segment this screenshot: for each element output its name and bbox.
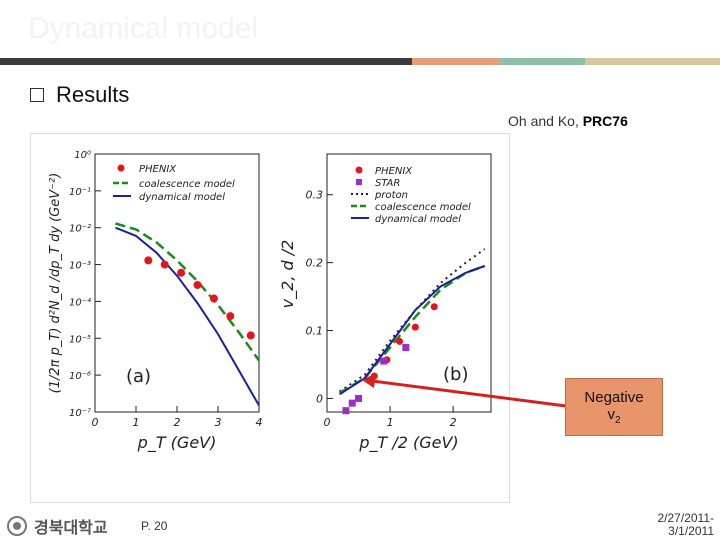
panel-b-legend-proton: proton [374,190,408,201]
page-number: P. 20 [141,519,168,533]
panel-b-legend-star-marker [356,179,362,185]
panel-a-ytick-label: 10⁻² [69,224,91,235]
header-bar-4 [585,58,720,65]
panel-a-ytick-label: 10⁻³ [69,261,91,272]
panel-a-phenix-point [177,268,186,277]
header-bar-1 [0,58,412,65]
panel-a-legend-dynamical: dynamical model [139,192,225,203]
panel-b-label: (b) [443,364,468,385]
results-heading: Results [56,82,130,107]
panel-a-ytick-label: 10⁻¹ [69,187,91,198]
panel-a-label: (a) [126,366,151,387]
arrow-head [362,373,376,388]
panel-b-star-point [342,407,350,415]
panel-a-xlabel: p_T (GeV) [137,433,217,453]
panel-b-xtick-label: 1 [387,416,394,429]
figure: 0 1 2 3 4 10⁰ 10⁻¹ 10⁻² 10⁻³ 10⁻⁴ 10⁻⁵ 10⁻⁶ 10⁻⁷ p_T … [30,133,510,503]
panel-a-phenix-point [160,260,169,269]
callout-line2: v2 [607,406,620,426]
panel-b-ylabel: v_2, d /2 [278,240,298,309]
panel-a-ylabel: (1/2π p_T) d²N_d /dp_T dy (GeV⁻²) [48,173,63,394]
panel-a-xtick-label: 0 [92,416,99,429]
date-line2: 3/1/2011 [668,524,714,538]
university-logo: 경북대학교 [6,514,108,538]
panel-a-xtick-label: 2 [174,416,181,429]
panel-a-phenix-point [193,280,202,289]
panel-a-legend-phenix: PHENIX [139,164,177,175]
panel-b-ytick-label: 0.3 [306,189,324,202]
header-bar-3 [500,58,585,65]
panel-a-phenix-point [246,331,255,340]
panel-a-dynamical-line [115,226,260,406]
emblem-icon [7,516,27,536]
panel-a-legend-phenix-marker [117,164,125,172]
date: 2/27/2011- 3/1/2011 [640,511,715,538]
panel-b-star-point [355,394,363,402]
header-bar-2 [412,58,500,65]
panel-b-phenix-point [430,303,438,311]
slide-title: Dynamical model [28,12,259,45]
panel-b-legend-dynamical: dynamical model [375,214,461,225]
reference-authors: Oh and Ko, [508,113,583,129]
panel-a-ytick-label: 10⁻⁴ [69,296,91,308]
panel-a-ytick-label: 10⁻⁵ [69,334,91,345]
panel-a-xtick-label: 4 [256,416,263,429]
panel-a-xtick-label: 1 [133,416,140,429]
panel-a-ytick-label: 10⁰ [74,150,91,161]
panel-b-xlabel: p_T /2 (GeV) [358,433,458,453]
callout-line1: Negative [584,388,644,406]
panel-b-legend-phenix-marker [355,166,363,174]
panel-b-xtick-label: 0 [324,416,331,429]
panel-b-frame [326,153,492,413]
panel-b-legend-phenix: PHENIX [375,166,413,177]
bullet-box-icon [30,88,44,102]
logo-text: 경북대학교 [34,520,108,537]
callout-sub: 2 [614,414,621,426]
negative-v2-callout: Negative v2 [565,378,663,436]
panel-a-phenix-point [209,294,218,303]
panel-b-ytick-label: 0.1 [306,325,324,338]
panel-a-legend-coalescence: coalescence model [139,179,235,190]
panel-b-ytick-label: 0.2 [306,257,324,270]
arrow-line [371,379,567,408]
panel-b-xtick-label: 2 [450,416,457,429]
panel-b-legend-star: STAR [375,178,400,189]
panel-a-phenix-point [226,312,235,321]
panel-b-star-point [348,399,356,407]
panel-a-ytick-label: 10⁻⁶ [69,371,91,382]
panel-b-coalescence-line [338,264,486,395]
date-line1: 2/27/2011- [657,511,715,525]
figure-svg: 0 1 2 3 4 10⁰ 10⁻¹ 10⁻² 10⁻³ 10⁻⁴ 10⁻⁵ 10⁻⁶ 10⁻⁷ p_T … [48,150,492,453]
panel-b-ytick-label: 0 [316,392,323,405]
panel-a-xtick-label: 3 [215,416,222,429]
reference-journal: PRC76 [582,113,628,129]
panel-b-legend-coalescence: coalescence model [375,202,471,213]
callout-v: v [607,405,615,423]
panel-b-phenix-point [396,337,404,345]
panel-b-star-point [380,357,388,365]
panel-b-star-point [402,344,410,351]
panel-b-proton-line [339,248,486,393]
reference: Oh and Ko, PRC76 [508,113,628,129]
panel-a-phenix-point [144,256,153,265]
panel-a-ytick-label: 10⁻⁷ [69,408,91,419]
panel-b-phenix-point [411,323,419,331]
panel-b-dynamical-line [339,265,486,396]
